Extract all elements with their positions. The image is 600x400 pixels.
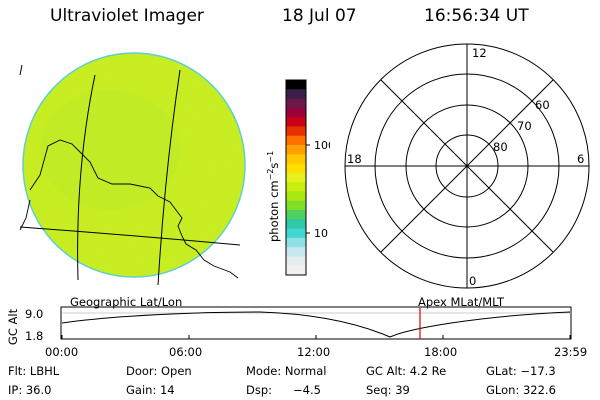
colorbar-swatch <box>286 80 306 90</box>
apex-label: Apex MLat/MLT <box>418 295 505 309</box>
filter-info: Flt: LBHL <box>8 364 60 378</box>
colorbar: 100 10 photon cm−2s−1 <box>266 79 330 276</box>
app-title: Ultraviolet Imager <box>50 6 204 26</box>
date-label: 18 Jul 07 <box>282 6 357 26</box>
gc-alt-axis-label: GC Alt <box>6 308 21 346</box>
time-label: 16:56:34 UT <box>424 6 529 26</box>
colorbar-swatch <box>286 163 306 174</box>
alt-max-label: 9.0 <box>25 307 44 321</box>
colorbar-gradient <box>286 80 306 276</box>
colorbar-swatch <box>286 135 306 146</box>
tick-1200: 12:00 <box>297 345 331 359</box>
colorbar-swatch <box>286 154 306 165</box>
mlt-6-label: 6 <box>577 152 584 166</box>
seq-info: Seq: 39 <box>366 383 410 397</box>
geographic-label: Geographic Lat/Lon <box>70 295 183 309</box>
colorbar-swatch <box>286 200 306 211</box>
earth-image <box>19 52 246 285</box>
mode-info: Mode: Normal <box>246 364 327 378</box>
mlat-80-label: 80 <box>493 140 508 154</box>
colorbar-swatch <box>286 145 306 155</box>
gain-info: Gain: 14 <box>126 383 175 397</box>
mlt-18-label: 18 <box>347 152 362 166</box>
dsp-info: Dsp: <box>246 383 273 397</box>
colorbar-swatch <box>286 191 306 202</box>
colorbar-swatch <box>286 98 306 109</box>
altitude-timeline <box>60 306 572 340</box>
lat-lon-grid <box>19 64 241 285</box>
mlt-12-label: 12 <box>472 46 487 60</box>
colorbar-swatch <box>286 172 306 183</box>
coastline <box>19 139 239 279</box>
ip-info: IP: 36.0 <box>8 383 52 397</box>
colorbar-swatch <box>286 89 306 100</box>
glat-info: GLat: −17.3 <box>486 364 556 378</box>
dsp-value: −4.5 <box>293 383 321 397</box>
colorbar-swatch <box>286 107 306 118</box>
colorbar-swatch <box>286 117 306 127</box>
mlat-70-label: 70 <box>517 119 532 133</box>
glon-info: GLon: 322.6 <box>486 383 556 397</box>
alt-min-label: 1.8 <box>25 329 44 343</box>
mlat-60-label: 60 <box>535 98 550 112</box>
colorbar-unit-label: photon cm−2s−1 <box>266 151 281 242</box>
colorbar-swatch <box>286 247 306 257</box>
mlt-0-label: 0 <box>469 274 476 288</box>
gc-alt-info: GC Alt: 4.2 Re <box>366 364 447 378</box>
colorbar-tick-100: 100 <box>314 139 330 152</box>
tick-0600: 06:00 <box>169 345 203 359</box>
colorbar-swatch <box>286 219 306 230</box>
colorbar-swatch <box>286 126 306 137</box>
colorbar-swatch <box>286 182 306 192</box>
tick-1800: 18:00 <box>424 345 458 359</box>
colorbar-swatch <box>286 210 306 220</box>
colorbar-swatch <box>286 228 306 239</box>
colorbar-swatch <box>286 256 306 267</box>
altitude-curve <box>61 311 571 338</box>
polar-grid: 12 18 6 0 60 70 80 <box>344 43 590 289</box>
tick-0000: 00:00 <box>45 345 79 359</box>
colorbar-swatch <box>286 265 306 276</box>
door-info: Door: Open <box>126 364 192 378</box>
colorbar-swatch <box>286 237 306 248</box>
tick-2359: 23:59 <box>554 345 588 359</box>
colorbar-tick-10: 10 <box>314 227 328 240</box>
diagonal-2 <box>380 79 554 253</box>
